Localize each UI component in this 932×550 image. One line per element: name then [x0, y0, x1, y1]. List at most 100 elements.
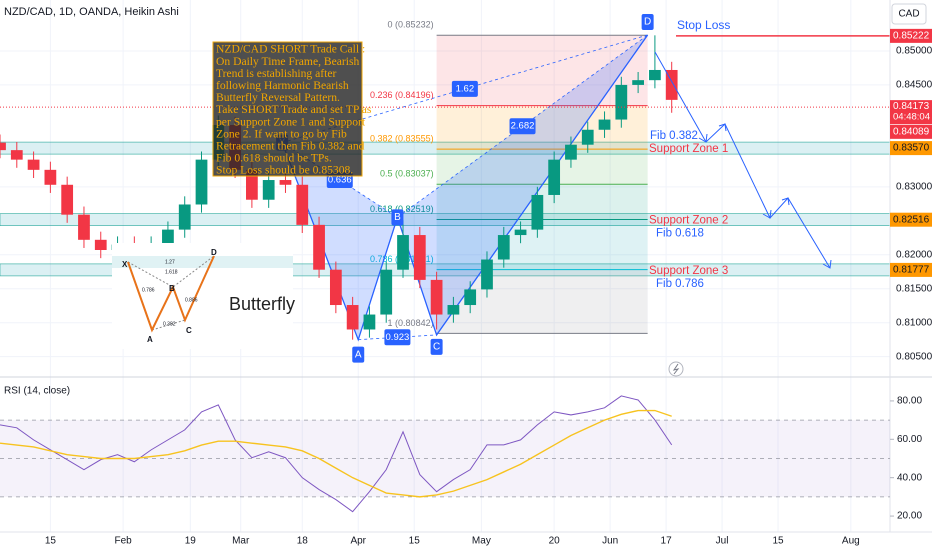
ratio-box	[451, 80, 478, 97]
note-line: On Daily Time Frame, Bearish	[216, 55, 360, 68]
candle-body	[380, 269, 393, 315]
inset-ratio: 0.382	[163, 321, 176, 327]
x-tick-label: Jul	[716, 536, 729, 547]
candle-body	[581, 129, 594, 145]
note-line: NZD/CAD SHORT Trade Call :	[216, 43, 365, 56]
candle-body	[296, 184, 309, 225]
ratio-line	[358, 334, 437, 341]
candle-body	[94, 239, 107, 250]
fib-band	[436, 149, 648, 185]
zone-price-label: 0.81777	[893, 265, 930, 276]
zone-price-box	[890, 141, 932, 156]
ratio-label: 0.923	[386, 332, 410, 343]
alert-icon[interactable]	[668, 361, 684, 377]
x-tick-label: 15	[409, 536, 421, 547]
point-label: C	[433, 342, 440, 353]
inset-ratio: 0.786	[142, 287, 155, 293]
arrowhead	[718, 123, 727, 132]
candle-body	[10, 150, 23, 160]
rsi-tick-label: 20.00	[897, 511, 922, 522]
x-tick-label: Feb	[115, 536, 133, 547]
arrowhead	[698, 133, 708, 143]
rsi-band	[0, 420, 890, 497]
x-tick-label: 20	[549, 536, 561, 547]
candle-body	[78, 214, 90, 240]
candle-body	[615, 84, 628, 120]
candle-body	[246, 169, 258, 200]
candle-body	[178, 204, 191, 230]
candle-body	[665, 69, 678, 100]
candle-body	[598, 119, 611, 130]
x-tick-label: 18	[297, 536, 309, 547]
note-background	[212, 41, 363, 177]
axes: 15 Feb 19 Mar 18 Apr 15 May 20 Jun 17 Jul 15 Aug 0.850…	[45, 28, 932, 547]
inset-ratio: 0.886	[185, 297, 198, 303]
candle-body	[447, 305, 460, 315]
inset: X A B C D 1.27 1.618 0.786 0.382 0.886 B…	[112, 243, 295, 349]
currency-button[interactable]: CAD	[891, 3, 927, 25]
y-tick-label: 0.85000	[896, 46, 932, 57]
candle-body	[313, 224, 325, 270]
ratio-label: 1.62	[456, 83, 475, 94]
candle-body	[279, 180, 292, 185]
candle-body	[162, 229, 174, 245]
x-tick-label: Apr	[350, 536, 366, 547]
point-label-box	[391, 209, 404, 226]
candle-body	[632, 80, 644, 85]
stop-loss-label: Stop Loss	[677, 18, 730, 32]
ratio-label: 2.682	[511, 121, 535, 132]
candle-body	[413, 235, 426, 280]
x-tick-label: Jun	[602, 536, 618, 547]
ratio-box	[509, 118, 536, 135]
x-tick-label: 15	[45, 536, 57, 547]
inset-point: D	[211, 248, 217, 257]
currency[interactable]: CAD	[898, 9, 919, 20]
y-tick-label: 0.82000	[896, 249, 932, 260]
fib-band	[436, 105, 648, 150]
candle-body	[565, 144, 577, 160]
inset-zone	[112, 256, 293, 268]
inset-pattern	[127, 255, 215, 333]
rsi-tick-label: 40.00	[897, 472, 922, 483]
currency-box[interactable]	[891, 3, 927, 25]
rsi-line	[0, 409, 672, 498]
zone-label: Support Zone 3	[649, 265, 728, 277]
candle-body	[531, 194, 544, 230]
point-label-box	[430, 338, 443, 355]
candle-body	[262, 180, 275, 200]
fib-label: 0.236 (0.84196)	[370, 90, 434, 100]
last-price: 0.84173	[893, 101, 930, 112]
y-tick-label: 0.84500	[896, 80, 932, 91]
fib-note: Fib 0.618	[656, 228, 704, 240]
inset-point: X	[122, 260, 128, 269]
candle-body	[346, 305, 359, 330]
candle-body	[548, 159, 561, 195]
projection-path	[654, 51, 831, 269]
rsi-line	[0, 395, 673, 513]
inset-point: C	[186, 326, 192, 335]
candle-body	[464, 289, 477, 306]
candle-body	[195, 159, 208, 205]
pattern-fill	[282, 142, 398, 340]
stop-loss-price: 0.85222	[893, 31, 930, 42]
ratio-label: 0.636	[328, 175, 352, 186]
arrowhead	[781, 197, 790, 206]
x-tick-label: 19	[185, 536, 197, 547]
point-label: B	[394, 212, 401, 223]
ratio-line	[397, 34, 648, 218]
x-tick-label: 17	[661, 536, 673, 547]
arrowhead	[762, 209, 772, 219]
inset-ratio: 1.618	[165, 269, 178, 275]
note-line: per Support Zone 1 and Support	[216, 115, 366, 128]
countdown: 04:48:04	[893, 112, 930, 123]
pattern-fill	[397, 34, 648, 335]
ratio-box	[384, 329, 411, 346]
note-line: Zone 2. If want to go by Fib	[216, 127, 347, 140]
candle-body	[397, 235, 409, 270]
alert-bolt	[672, 363, 680, 375]
note-line: following Harmonic Bearish	[216, 79, 349, 92]
rsi-tick-label: 80.00	[897, 396, 922, 407]
note-line: Fib 0.618 should be TPs.	[216, 152, 332, 165]
note-line: Take SHORT Trade and set TP as	[216, 103, 372, 116]
candle-body	[430, 279, 443, 315]
